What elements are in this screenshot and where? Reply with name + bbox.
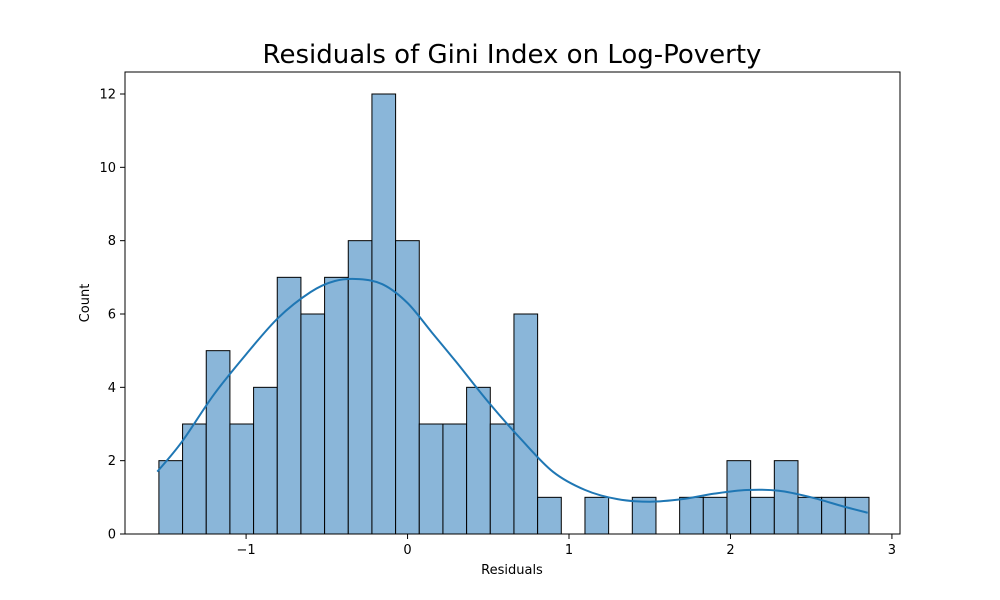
histogram-bar <box>253 386 278 535</box>
histogram-bar <box>584 496 610 535</box>
histogram-bar <box>324 276 349 535</box>
y-tick-label: 6 <box>108 308 116 323</box>
y-axis-title: Count <box>78 284 93 323</box>
x-axis-title: Residuals <box>481 563 543 578</box>
x-tick-label: 1 <box>565 543 573 558</box>
x-tick-label: −1 <box>237 543 256 558</box>
x-tick-label: 2 <box>726 543 734 558</box>
y-tick-label: 2 <box>108 454 116 469</box>
histogram-bar <box>679 496 704 535</box>
histogram-bar <box>773 460 799 535</box>
chart-title: Residuals of Gini Index on Log-Poverty <box>263 40 762 70</box>
x-axis-ticks: −1 0 1 2 3 <box>237 534 896 558</box>
y-tick-label: 8 <box>108 234 116 249</box>
histogram-bar <box>300 313 326 535</box>
x-tick-label: 0 <box>403 543 411 558</box>
histogram-bar <box>844 496 870 535</box>
histogram-bar <box>750 496 775 535</box>
y-tick-label: 12 <box>99 88 116 103</box>
histogram-bar <box>395 240 420 535</box>
histogram-bar <box>229 423 255 535</box>
kde-curve <box>156 277 868 514</box>
histogram-bar <box>489 423 515 535</box>
histogram-bar <box>631 496 657 535</box>
plot-frame <box>124 71 901 535</box>
x-tick-label: 3 <box>888 543 896 558</box>
histogram-bar <box>726 460 752 535</box>
histogram-bar <box>371 93 397 535</box>
y-tick-label: 4 <box>108 381 116 396</box>
histogram-bar <box>418 423 444 535</box>
histogram-bar <box>537 496 562 535</box>
histogram-bar <box>797 496 823 535</box>
histogram-bar <box>513 313 539 535</box>
histogram-bar <box>158 460 184 535</box>
histogram-bar <box>347 240 373 535</box>
histogram-bar <box>182 423 207 535</box>
y-tick-label: 10 <box>99 161 116 176</box>
histogram-bar <box>702 496 728 535</box>
histogram-bar <box>442 423 468 535</box>
y-axis-ticks: 0 2 4 6 8 10 12 <box>99 88 125 543</box>
y-tick-label: 0 <box>108 528 116 543</box>
histogram-bar <box>466 386 491 535</box>
histogram-bars <box>158 93 870 535</box>
